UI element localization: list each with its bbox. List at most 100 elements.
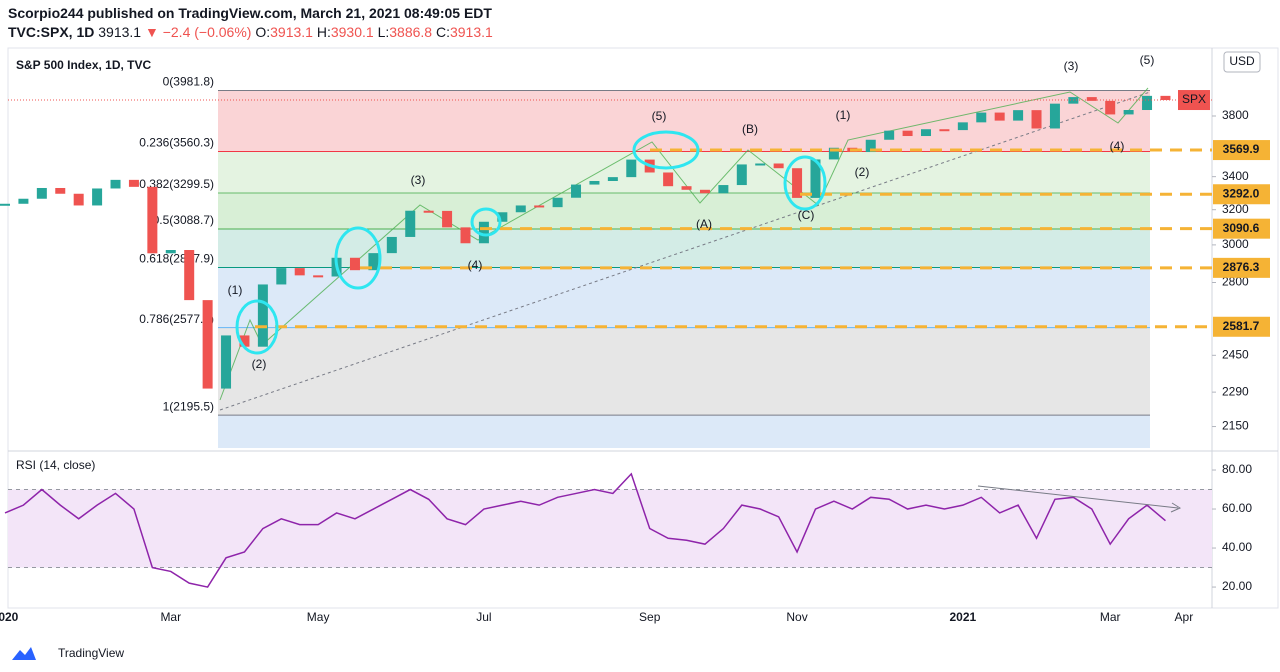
- symbol-tag-box: [1178, 90, 1210, 111]
- h-label: H:: [316, 24, 331, 40]
- candle: [607, 177, 618, 181]
- wave-label: (4): [1110, 139, 1125, 153]
- candle: [0, 203, 10, 206]
- candle: [552, 197, 563, 208]
- wave-label: (2): [855, 165, 870, 179]
- fib-label: 0.618(2877.9): [139, 252, 214, 266]
- fib-label: 0.5(3088.7): [153, 213, 214, 227]
- candle: [865, 139, 876, 153]
- quote-line: TVC:SPX, 1D 3913.1 ▼ −2.4 (−0.06%) O:391…: [8, 23, 493, 42]
- candle: [534, 205, 545, 208]
- low: 3886.8: [389, 24, 433, 40]
- level-box: [1213, 257, 1270, 278]
- wave-label: (A): [696, 217, 712, 231]
- symbol: TVC:SPX, 1D: [8, 24, 95, 40]
- candle: [221, 335, 232, 389]
- level-label: 3569.9: [1223, 142, 1260, 156]
- fib-label: 0.786(2577.8): [139, 312, 214, 326]
- wave-label: (C): [798, 208, 815, 222]
- x-tick-label: Jul: [476, 610, 491, 624]
- rsi-arrow: [1170, 502, 1182, 513]
- candle: [1123, 110, 1134, 115]
- candle: [184, 250, 195, 301]
- rsi-divergence: [977, 485, 1179, 509]
- frame: [7, 47, 1279, 609]
- chart-title: S&P 500 Index, 1D, TVC: [16, 58, 151, 72]
- level-label: 3090.6: [1223, 221, 1260, 235]
- candle: [921, 129, 931, 137]
- candle: [1013, 110, 1024, 121]
- fib-label: 0.236(3560.3): [139, 136, 214, 150]
- x-tick-label: Nov: [786, 610, 807, 624]
- rsi-tick-label: 80.00: [1222, 462, 1252, 476]
- candle: [1086, 97, 1097, 101]
- candle: [92, 188, 103, 206]
- fib-band: [218, 267, 1150, 328]
- wave-label: (1): [228, 283, 243, 297]
- candle: [165, 250, 176, 254]
- fib-band: [218, 90, 1150, 152]
- wave-label: (5): [1140, 53, 1155, 67]
- y-tick-label: 2800: [1222, 275, 1249, 289]
- y-tick-label: 3000: [1222, 237, 1249, 251]
- candle: [571, 184, 582, 198]
- candle: [589, 180, 600, 185]
- y-tick-label: 3400: [1222, 169, 1249, 183]
- currency-box[interactable]: [1223, 51, 1261, 73]
- candle: [405, 210, 416, 237]
- candle: [313, 275, 324, 278]
- highlight-circle: [470, 207, 502, 237]
- level-box: [1213, 140, 1270, 161]
- rsi-tick-label: 20.00: [1222, 579, 1252, 593]
- y-tick-label: 3800: [1222, 108, 1249, 122]
- candle: [1142, 95, 1153, 111]
- last: 3913.1: [98, 24, 142, 40]
- candle: [792, 168, 803, 198]
- candle: [626, 159, 637, 178]
- candle: [128, 179, 139, 187]
- y-tick-label: 3200: [1222, 202, 1249, 216]
- candle: [976, 112, 987, 123]
- x-tick-label: 2020: [0, 610, 19, 624]
- x-tick-label: May: [307, 610, 330, 624]
- fib-band: [218, 327, 1150, 416]
- rsi-band: [8, 489, 1212, 568]
- wave-label: (3): [411, 173, 426, 187]
- fib-label: 1(2195.5): [163, 399, 214, 413]
- candle: [718, 185, 729, 194]
- rsi-tick-label: 40.00: [1222, 540, 1252, 554]
- candle: [663, 172, 674, 187]
- candle: [202, 300, 213, 389]
- close: 3913.1: [449, 24, 493, 40]
- candle: [939, 129, 950, 132]
- candle: [55, 187, 66, 194]
- candle: [423, 210, 434, 213]
- highlight-circle: [334, 226, 382, 290]
- candle: [755, 163, 766, 166]
- level-label: 2581.7: [1223, 319, 1260, 333]
- c-label: C:: [435, 24, 450, 40]
- publisher: Scorpio244 published on TradingView.com,…: [8, 5, 492, 21]
- level-box: [1213, 316, 1270, 337]
- candle: [73, 193, 84, 206]
- currency[interactable]: USD: [1229, 54, 1255, 68]
- open: 3913.1: [270, 24, 313, 40]
- candle: [810, 159, 821, 198]
- candle: [18, 198, 29, 204]
- level-box: [1213, 218, 1270, 239]
- candle: [36, 187, 47, 199]
- candle: [110, 179, 121, 189]
- y-tick-label: 2450: [1222, 347, 1249, 361]
- candle: [478, 221, 489, 244]
- candle: [515, 205, 526, 213]
- header: Scorpio244 published on TradingView.com,…: [8, 4, 493, 42]
- wave-label: (3): [1064, 59, 1079, 73]
- candle: [257, 284, 268, 347]
- candle: [1031, 110, 1042, 129]
- trendline: [219, 91, 1151, 411]
- candle: [497, 212, 508, 222]
- x-tick-label: 2021: [949, 610, 976, 624]
- fib-band: [218, 415, 1150, 448]
